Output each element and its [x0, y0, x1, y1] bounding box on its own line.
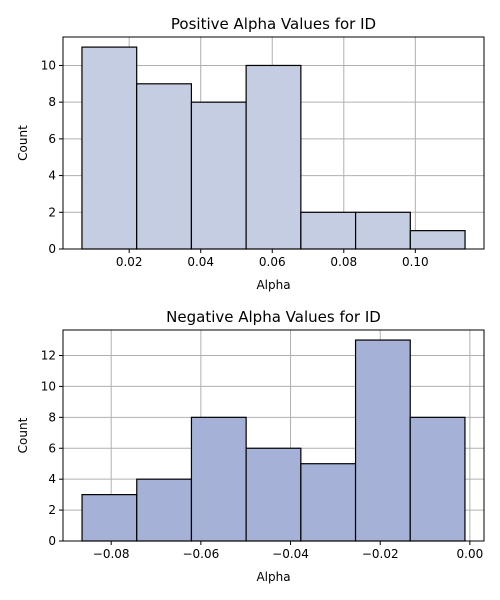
subplot-2: −0.08 −0.06 −0.04 −0.02 0.00 0 2 4 6 8 10 12 Negativ…	[16, 308, 485, 584]
x-tick-label: −0.04	[272, 547, 309, 561]
histogram-bar	[136, 478, 193, 542]
histogram-bar	[409, 416, 466, 542]
histogram-bar	[81, 494, 138, 542]
y-tick-label: 2	[48, 503, 56, 517]
histogram-bar	[245, 64, 302, 250]
y-axis-label: Count	[16, 417, 30, 453]
histogram-bar	[300, 463, 357, 542]
x-tick-label: 0.02	[116, 255, 143, 269]
y-tick-label: 6	[48, 441, 56, 455]
x-tick-label: 0.10	[402, 255, 429, 269]
x-tick-label: 0.00	[457, 547, 484, 561]
y-tick-label: 0	[48, 534, 56, 548]
y-tick-label: 8	[48, 410, 56, 424]
axes-frame	[62, 36, 485, 250]
histogram-bar	[354, 339, 411, 542]
histogram-bar	[245, 447, 302, 542]
y-tick-label: 10	[41, 58, 56, 72]
histogram-bar	[190, 101, 247, 250]
histogram-bar	[409, 230, 466, 250]
y-tick-label: 4	[48, 472, 56, 486]
y-tick-label: 2	[48, 205, 56, 219]
y-tick-label: 6	[48, 132, 56, 146]
axes-frame	[62, 329, 485, 542]
x-axis-label: Alpha	[256, 278, 290, 292]
x-tick-label: 0.06	[259, 255, 286, 269]
chart-title: Negative Alpha Values for ID	[166, 308, 381, 326]
x-tick-label: 0.04	[187, 255, 214, 269]
y-tick-label: 10	[41, 379, 56, 393]
x-tick-label: −0.02	[362, 547, 399, 561]
x-tick-label: −0.06	[182, 547, 219, 561]
x-axis-label: Alpha	[256, 570, 290, 584]
subplot-1: 0.02 0.04 0.06 0.08 0.10 0 2 4 6 8 10 Positive Alph…	[16, 15, 485, 292]
y-tick-label: 8	[48, 95, 56, 109]
y-tick-label: 12	[41, 349, 56, 363]
histogram-bar	[190, 416, 247, 542]
x-tick-label: 0.08	[330, 255, 357, 269]
y-tick-label: 0	[48, 242, 56, 256]
histogram-bar	[81, 46, 138, 250]
histogram-bar	[354, 211, 411, 250]
y-axis-label: Count	[16, 125, 30, 161]
histogram-bar	[136, 83, 193, 250]
histogram-bar	[300, 211, 357, 250]
x-tick-label: −0.08	[93, 547, 130, 561]
y-tick-label: 4	[48, 169, 56, 183]
chart-title: Positive Alpha Values for ID	[171, 15, 376, 33]
